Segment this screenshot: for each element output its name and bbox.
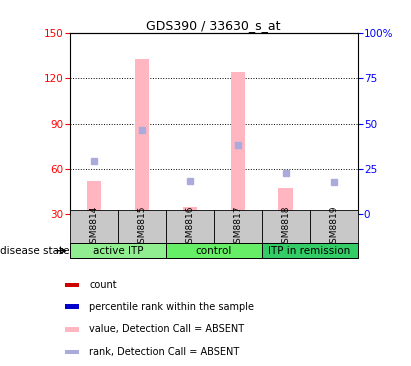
- Bar: [118, 210, 166, 243]
- Bar: [166, 210, 214, 243]
- Bar: [309, 210, 358, 243]
- Bar: [65, 350, 79, 354]
- Text: ITP in remission: ITP in remission: [268, 246, 351, 256]
- Text: active ITP: active ITP: [92, 246, 143, 256]
- Bar: [65, 305, 79, 309]
- Text: disease state: disease state: [0, 246, 70, 256]
- Bar: [87, 181, 101, 214]
- Text: GSM8817: GSM8817: [233, 205, 242, 249]
- Text: rank, Detection Call = ABSENT: rank, Detection Call = ABSENT: [90, 347, 240, 357]
- Text: GSM8815: GSM8815: [137, 205, 146, 249]
- Text: GSM8814: GSM8814: [89, 205, 98, 249]
- Bar: [262, 210, 309, 243]
- Text: control: control: [196, 246, 232, 256]
- Title: GDS390 / 33630_s_at: GDS390 / 33630_s_at: [146, 19, 281, 32]
- Text: count: count: [90, 280, 117, 290]
- Bar: [279, 188, 293, 214]
- Bar: [65, 327, 79, 332]
- Bar: [214, 210, 262, 243]
- Bar: [231, 72, 245, 214]
- Bar: [70, 210, 118, 243]
- Text: GSM8819: GSM8819: [329, 205, 338, 249]
- Bar: [135, 59, 149, 214]
- Bar: [262, 243, 358, 258]
- Text: percentile rank within the sample: percentile rank within the sample: [90, 302, 254, 312]
- Text: GSM8818: GSM8818: [281, 205, 290, 249]
- Text: GSM8816: GSM8816: [185, 205, 194, 249]
- Bar: [166, 243, 262, 258]
- Bar: [70, 243, 166, 258]
- Text: value, Detection Call = ABSENT: value, Detection Call = ABSENT: [90, 324, 245, 335]
- Bar: [182, 206, 197, 214]
- Bar: [65, 283, 79, 287]
